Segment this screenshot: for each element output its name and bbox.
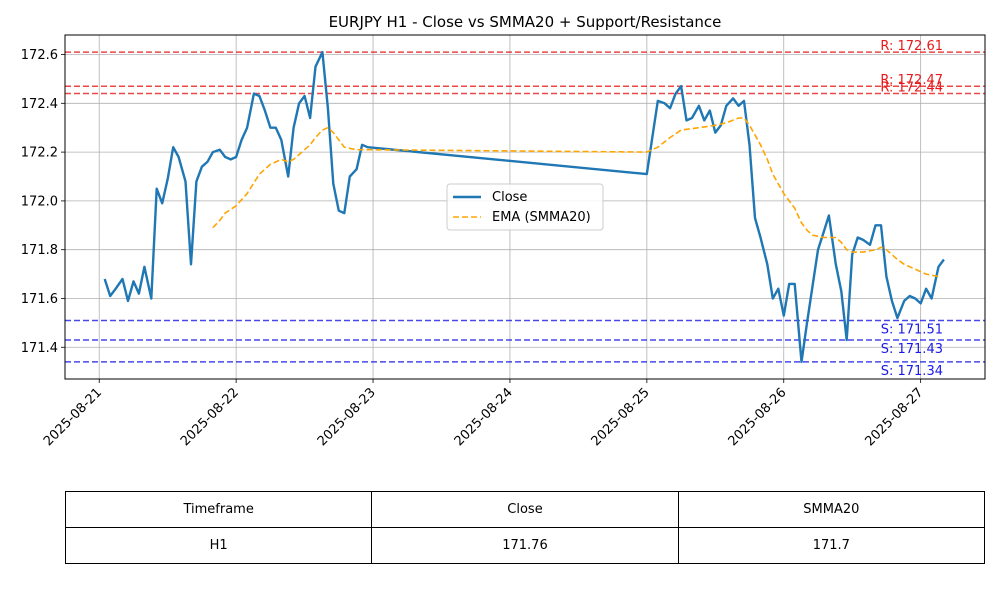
chart-title: EURJPY H1 - Close vs SMMA20 + Support/Re… bbox=[329, 13, 722, 31]
y-axis-ticks: 171.4 171.6 171.8 172.0 172.2 172.4 172.6 bbox=[21, 48, 65, 356]
series-lines bbox=[103, 50, 945, 364]
y-tick-label: 172.0 bbox=[21, 194, 58, 209]
close-price-line bbox=[103, 50, 945, 364]
resistance-label: R: 172.61 bbox=[880, 39, 943, 54]
y-tick-label: 171.4 bbox=[21, 341, 58, 356]
table-cell-smma20: 171.7 bbox=[677, 527, 986, 564]
smma20-line bbox=[212, 117, 939, 278]
legend-smma-label: EMA (SMMA20) bbox=[492, 210, 591, 225]
resistance-label: R: 172.44 bbox=[880, 81, 943, 96]
grid-lines bbox=[65, 35, 985, 379]
support-label: S: 171.34 bbox=[881, 364, 943, 379]
y-tick-label: 172.2 bbox=[21, 146, 58, 161]
support-label: S: 171.43 bbox=[881, 342, 943, 357]
support-resistance-labels: R: 172.61 R: 172.47R: 172.44 S: 171.51 S: 1… bbox=[880, 39, 943, 379]
y-tick-label: 172.6 bbox=[21, 48, 58, 63]
x-tick-label: 2025-08-26 bbox=[726, 385, 790, 449]
summary-table: Timeframe Close SMMA20 H1 171.76 171.7 bbox=[64, 491, 986, 564]
table-header-row: Timeframe Close SMMA20 bbox=[64, 491, 986, 528]
x-tick-label: 2025-08-25 bbox=[589, 385, 653, 449]
y-tick-label: 172.4 bbox=[21, 97, 58, 112]
x-tick-label: 2025-08-23 bbox=[315, 385, 379, 449]
plot-frame bbox=[64, 34, 986, 380]
resistance-label: R: 172.47 bbox=[880, 73, 943, 88]
y-tick-label: 171.6 bbox=[21, 292, 58, 307]
x-tick-label: 2025-08-27 bbox=[862, 385, 926, 449]
y-tick-label: 171.8 bbox=[21, 243, 58, 258]
x-axis-ticks: 2025-08-21 2025-08-22 2025-08-23 2025-08-24… bbox=[41, 379, 926, 449]
x-tick-label: 2025-08-21 bbox=[41, 385, 105, 449]
legend: Close EMA (SMMA20) bbox=[446, 183, 604, 231]
table-header-timeframe: Timeframe bbox=[64, 491, 373, 528]
table-header-close: Close bbox=[371, 491, 679, 528]
legend-box bbox=[446, 183, 604, 231]
table-header-smma20: SMMA20 bbox=[677, 491, 986, 528]
table-cell-timeframe: H1 bbox=[64, 527, 373, 564]
x-tick-label: 2025-08-24 bbox=[452, 385, 516, 449]
legend-close-label: Close bbox=[492, 190, 527, 205]
x-tick-label: 2025-08-22 bbox=[178, 385, 242, 449]
support-resistance-lines bbox=[65, 51, 985, 363]
support-label: S: 171.51 bbox=[881, 322, 943, 337]
table-row: H1 171.76 171.7 bbox=[64, 527, 986, 564]
table-cell-close: 171.76 bbox=[371, 527, 679, 564]
chart-canvas: EURJPY H1 - Close vs SMMA20 + Support/Re… bbox=[21, 13, 986, 449]
